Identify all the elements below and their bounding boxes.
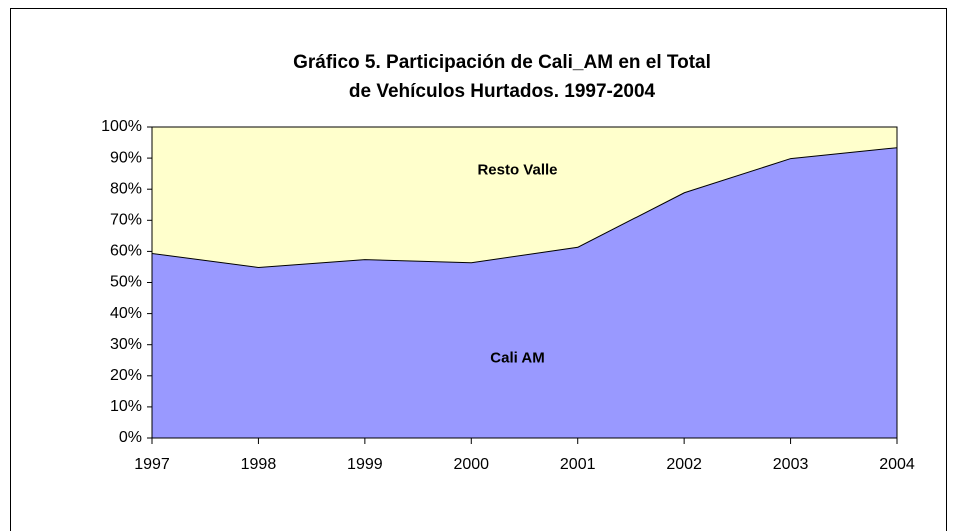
y-tick-label: 100% [101,118,142,135]
x-tick-label: 2000 [453,456,489,473]
series-label: Cali AM [490,350,544,367]
y-tick-label: 50% [110,274,142,291]
y-tick-label: 20% [110,367,142,384]
chart-title: Gráfico 5. Participación de Cali_AM en e… [293,52,711,73]
x-tick-label: 2004 [879,456,915,473]
x-tick-label: 2002 [666,456,702,473]
area [152,147,897,438]
y-tick-label: 10% [110,398,142,415]
x-tick-label: 2001 [560,456,596,473]
y-tick-label: 30% [110,336,142,353]
x-tick-label: 1998 [241,456,277,473]
x-tick-label: 2003 [773,456,809,473]
area [152,127,897,267]
y-tick-label: 60% [110,243,142,260]
chart-title: de Vehículos Hurtados. 1997-2004 [349,81,656,102]
x-tick-label: 1997 [134,456,170,473]
y-tick-label: 70% [110,212,142,229]
y-tick-label: 40% [110,305,142,322]
y-tick-label: 90% [110,149,142,166]
x-tick-label: 1999 [347,456,383,473]
series-label: Resto Valle [477,162,557,179]
y-tick-label: 80% [110,180,142,197]
y-tick-label: 0% [119,429,142,446]
